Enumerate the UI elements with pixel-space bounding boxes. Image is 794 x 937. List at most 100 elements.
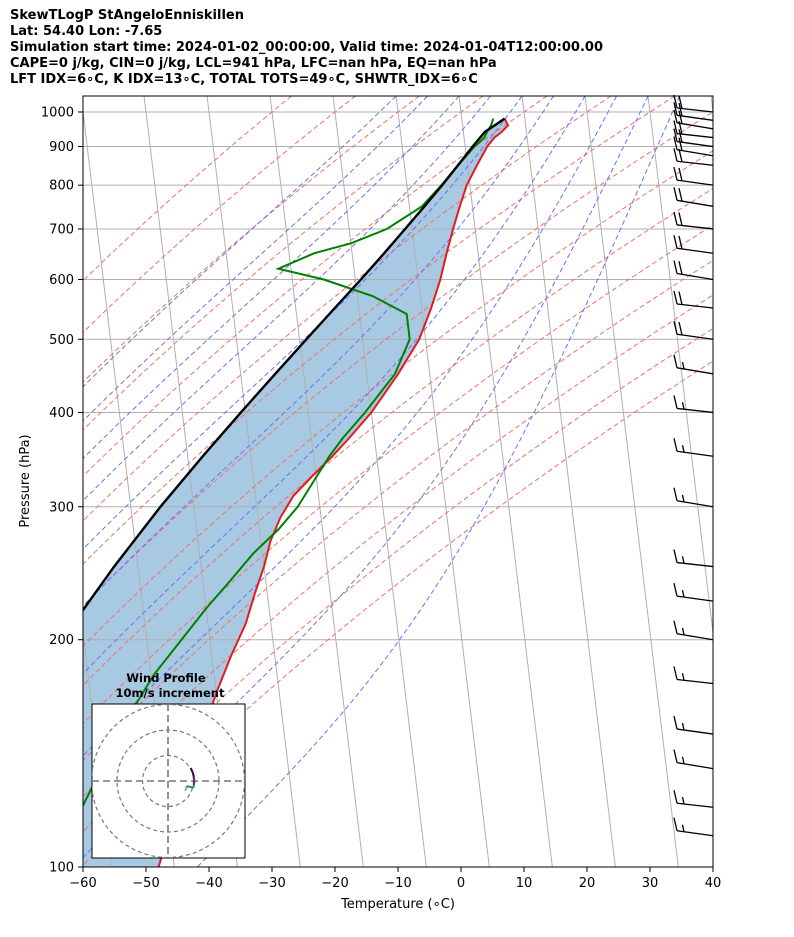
wind-barb-feather (678, 321, 683, 336)
wind-barb-feather (678, 235, 683, 250)
wind-barb-feather (673, 549, 678, 563)
y-tick-label: 300 (49, 500, 74, 515)
wind-barb-feather (673, 715, 678, 730)
wind-barb-half-feather (681, 402, 685, 410)
parcel-area-fill (83, 118, 508, 867)
wind-barb-staff (676, 728, 714, 735)
x-tick-label: 30 (642, 876, 659, 891)
isotherm-gridline (458, 96, 553, 867)
hodograph-title: Wind Profile (126, 671, 206, 685)
moist-adiabat (83, 96, 460, 460)
wind-barb-feather (673, 620, 678, 634)
wind-barb-staff (676, 149, 714, 157)
wind-barb-staff (676, 140, 714, 148)
wind-barb-half-feather (681, 824, 685, 832)
isotherm-gridline (206, 96, 301, 867)
wind-barb-half-feather (681, 673, 685, 681)
wind-barb-staff (676, 160, 714, 166)
dry-adiabat (83, 111, 713, 607)
wind-barb-feather (678, 148, 683, 162)
wind-barb-staff (676, 830, 714, 837)
moist-adiabat (83, 96, 428, 422)
wind-barb-staff (676, 303, 714, 309)
x-tick-label: 40 (705, 876, 722, 891)
dry-adiabat (83, 187, 713, 687)
wind-barb-feather (673, 354, 678, 368)
wind-barb (673, 321, 714, 340)
wind-barb-feather (678, 137, 683, 151)
wind-barb (673, 395, 714, 414)
dry-adiabat (83, 96, 676, 565)
x-tick-label: 20 (579, 876, 596, 891)
wind-barb-feather (678, 212, 683, 226)
hodograph-segment (186, 785, 194, 789)
hodograph-subtitle: 10m/s increment (116, 686, 225, 700)
wind-barb-feather (673, 102, 678, 116)
y-tick-label: 600 (49, 273, 74, 288)
hodograph-segment (185, 785, 188, 789)
hodograph-segment (184, 788, 187, 792)
x-tick-label: 0 (457, 876, 465, 891)
hodograph-segment (189, 767, 194, 773)
dry-adiabat (83, 96, 420, 383)
wind-barb (673, 94, 714, 113)
wind-barb-feather (678, 167, 683, 182)
wind-barb-staff (676, 333, 714, 340)
wind-barb (673, 120, 714, 139)
wind-barb-feather (673, 321, 678, 335)
wind-barb-feather (678, 291, 683, 305)
wind-barb (673, 260, 714, 281)
wind-barb (673, 666, 714, 685)
wind-barb-feather (673, 582, 678, 597)
wind-barb-feather (673, 260, 678, 274)
wind-barb (673, 438, 714, 457)
y-tick-label: 500 (49, 333, 74, 348)
y-tick-label: 900 (49, 140, 74, 155)
wind-barb-staff (676, 450, 714, 457)
dry-adiabat (83, 150, 713, 647)
y-tick-label: 400 (49, 406, 74, 421)
dry-adiabat (83, 327, 713, 833)
moist-adiabat (83, 96, 491, 502)
wind-barb (673, 167, 714, 186)
wind-barb (673, 109, 714, 130)
wind-barb-feather (673, 167, 678, 181)
dry-adiabat (83, 360, 713, 867)
wind-barb-half-feather (681, 627, 685, 636)
wind-barb-feather (673, 136, 678, 150)
y-tick-label: 700 (49, 222, 74, 237)
wind-barb-half-feather (681, 556, 685, 564)
x-tick-label: −40 (195, 876, 222, 891)
wind-barb (673, 582, 714, 602)
wind-barb-feather (673, 148, 678, 162)
wind-barb-feather (673, 666, 678, 680)
chart-title-line-3: Simulation start time: 2024-01-02_00:00:… (10, 40, 603, 55)
wind-barb-staff (676, 179, 714, 186)
wind-barb-staff (676, 367, 714, 375)
wind-barb (673, 128, 714, 148)
isotherm-gridline (332, 96, 427, 867)
moist-adiabat (83, 96, 397, 388)
wind-barb-feather (673, 487, 678, 501)
wind-barb-staff (676, 633, 714, 641)
moist-adiabat (196, 96, 681, 867)
wind-barb (673, 817, 714, 837)
isotherm-gridline (710, 96, 713, 117)
wind-barb-feather (678, 129, 683, 143)
wind-barb (673, 102, 714, 121)
wind-barb-feather (678, 188, 683, 202)
wind-barb-half-feather (681, 756, 685, 764)
wind-barb-staff (676, 802, 714, 808)
x-tick-label: 10 (516, 876, 533, 891)
x-tick-label: −30 (258, 876, 285, 891)
x-tick-label: −50 (132, 876, 159, 891)
wind-barb (673, 549, 714, 568)
wind-barb (673, 136, 714, 157)
wind-barb-staff (676, 761, 714, 770)
y-tick-label: 200 (49, 633, 74, 648)
wind-barb-feather (673, 109, 678, 123)
wind-barb-feather (673, 290, 678, 305)
wind-barb (673, 187, 714, 207)
dry-adiabat (83, 96, 356, 334)
